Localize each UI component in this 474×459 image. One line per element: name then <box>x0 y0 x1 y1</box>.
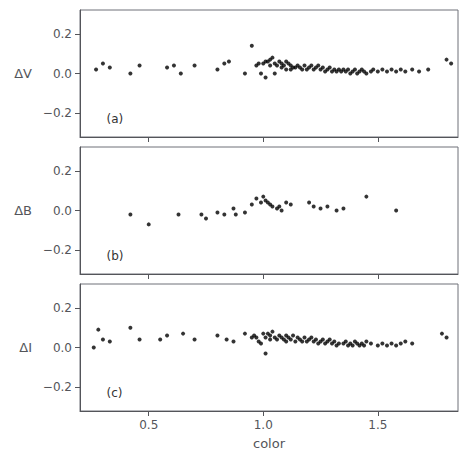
svg-text:0.0: 0.0 <box>53 204 72 218</box>
svg-text:0.2: 0.2 <box>53 164 72 178</box>
svg-text:−0.2: −0.2 <box>43 380 72 394</box>
svg-text:ΔI: ΔI <box>19 340 32 355</box>
svg-text:ΔB: ΔB <box>14 203 32 218</box>
svg-text:(b): (b) <box>106 249 123 263</box>
svg-text:(a): (a) <box>106 112 123 126</box>
svg-text:−0.2: −0.2 <box>43 106 72 120</box>
svg-text:0.0: 0.0 <box>53 341 72 355</box>
svg-text:1.0: 1.0 <box>254 418 273 432</box>
svg-text:0.2: 0.2 <box>53 27 72 41</box>
svg-text:0.0: 0.0 <box>53 67 72 81</box>
svg-text:0.5: 0.5 <box>139 418 158 432</box>
svg-text:0.2: 0.2 <box>53 301 72 315</box>
svg-text:1.5: 1.5 <box>368 418 387 432</box>
svg-text:−0.2: −0.2 <box>43 243 72 257</box>
svg-text:color: color <box>253 436 286 451</box>
svg-text:(c): (c) <box>106 386 122 400</box>
svg-text:ΔV: ΔV <box>14 66 32 81</box>
